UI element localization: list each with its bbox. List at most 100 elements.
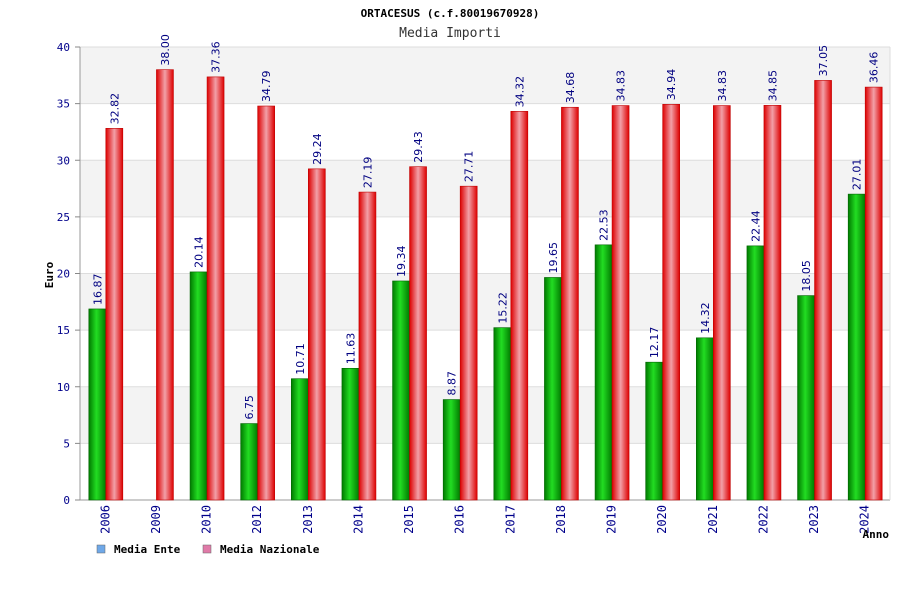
- data-label: 19.34: [395, 245, 408, 277]
- data-label: 36.46: [868, 52, 881, 84]
- data-label: 20.14: [193, 236, 206, 268]
- data-label: 37.05: [817, 45, 830, 77]
- data-label: 32.82: [108, 93, 121, 125]
- x-tick-label: 2010: [200, 505, 214, 534]
- y-tick-label: 10: [57, 381, 70, 394]
- bar-media-ente-2024: [847, 193, 866, 501]
- data-label: 22.53: [598, 209, 611, 241]
- x-tick-label: 2018: [554, 505, 568, 534]
- data-label: 11.63: [344, 333, 357, 365]
- data-label: 10.71: [294, 343, 307, 375]
- x-tick-label: 2015: [402, 505, 416, 534]
- bar-media-nazionale-2020: [662, 104, 680, 501]
- data-label: 19.65: [547, 242, 560, 274]
- chart-subtitle: Media Importi: [399, 26, 501, 41]
- bar-media-ente-2016: [442, 399, 461, 501]
- legend-swatch: [202, 544, 212, 554]
- bar-media-ente-2006: [88, 308, 107, 501]
- data-label: 34.68: [564, 72, 577, 104]
- bar-media-nazionale-2014: [358, 191, 377, 501]
- legend-label: Media Nazionale: [220, 543, 320, 556]
- data-label: 27.71: [463, 151, 476, 183]
- y-tick-label: 25: [57, 211, 70, 224]
- bar-media-nazionale-2010: [206, 76, 225, 501]
- bar-media-nazionale-2019: [611, 105, 630, 501]
- bar-media-ente-2022: [746, 245, 765, 501]
- y-axis-title: Euro: [43, 261, 56, 288]
- bar-media-ente-2015: [392, 280, 410, 501]
- data-label: 37.36: [210, 41, 223, 73]
- y-tick-label: 0: [63, 494, 70, 507]
- data-label: 29.24: [311, 133, 324, 165]
- data-label: 22.44: [749, 210, 762, 242]
- y-axis-ticks: 0 5 10 15 20 25 30 35 40: [57, 41, 80, 507]
- data-label: 27.19: [361, 157, 374, 189]
- x-tick-label: 2014: [351, 505, 365, 534]
- x-tick-label: 2023: [807, 505, 821, 534]
- x-tick-label: 2013: [301, 505, 315, 534]
- x-tick-label: 2009: [149, 505, 163, 534]
- y-tick-label: 35: [57, 98, 70, 111]
- x-tick-label: 2021: [706, 505, 720, 534]
- data-label: 34.32: [513, 76, 526, 108]
- y-tick-label: 5: [63, 437, 70, 450]
- x-tick-label: 2022: [756, 505, 770, 534]
- y-tick-label: 20: [57, 268, 70, 281]
- bars: [88, 69, 883, 501]
- data-label: 34.83: [615, 70, 628, 102]
- data-label: 34.85: [766, 70, 779, 102]
- x-axis-ticks: 2006 2009 2010 2012 2013 2014 2015 2016 2017 2018…: [98, 505, 871, 534]
- chart-title: ORTACESUS (c.f.80019670928): [361, 7, 540, 20]
- x-tick-label: 2020: [655, 505, 669, 534]
- data-label: 15.22: [496, 292, 509, 324]
- data-label: 34.94: [665, 69, 678, 101]
- legend-swatch: [96, 544, 106, 554]
- x-axis-title: Anno: [863, 528, 890, 541]
- value-labels: 16.87 32.82 38.00 20.14 37.36 6.75 34.79 10.71 2…: [91, 34, 880, 419]
- bar-media-ente-2017: [493, 327, 512, 501]
- bar-media-ente-2013: [291, 378, 309, 501]
- x-tick-label: 2016: [453, 505, 467, 534]
- bar-media-ente-2012: [240, 423, 258, 501]
- legend: Media Ente Media Nazionale: [96, 543, 320, 556]
- bar-media-ente-2018: [544, 277, 562, 501]
- y-tick-label: 15: [57, 324, 70, 337]
- bar-media-ente-2021: [696, 337, 714, 501]
- bar-media-nazionale-2006: [105, 128, 124, 501]
- bar-media-ente-2020: [645, 361, 663, 501]
- x-tick-label: 2006: [98, 505, 112, 534]
- data-label: 6.75: [243, 395, 256, 420]
- data-label: 27.01: [851, 159, 864, 191]
- bar-media-ente-2014: [341, 367, 360, 501]
- data-label: 34.83: [716, 70, 729, 102]
- x-tick-label: 2019: [605, 505, 619, 534]
- data-label: 38.00: [159, 34, 172, 66]
- data-label: 16.87: [91, 273, 104, 305]
- data-label: 8.87: [446, 371, 459, 396]
- bar-media-nazionale-2024: [864, 86, 883, 501]
- legend-label: Media Ente: [114, 543, 181, 556]
- bar-media-nazionale-2016: [459, 185, 478, 501]
- data-label: 34.79: [260, 71, 273, 103]
- bar-media-nazionale-2009: [156, 69, 174, 501]
- data-label: 14.32: [699, 302, 712, 334]
- data-label: 18.05: [800, 260, 813, 292]
- bar-media-nazionale-2022: [763, 105, 782, 501]
- bar-media-nazionale-2012: [257, 105, 275, 501]
- bar-media-ente-2023: [797, 295, 815, 501]
- x-tick-label: 2024: [858, 505, 872, 534]
- bar-media-nazionale-2017: [510, 111, 529, 501]
- x-tick-label: 2012: [250, 505, 264, 534]
- data-label: 12.17: [648, 327, 661, 359]
- data-label: 29.43: [412, 131, 425, 163]
- bar-media-nazionale-2013: [308, 168, 326, 501]
- bar-media-nazionale-2023: [814, 80, 832, 501]
- bar-media-nazionale-2015: [409, 166, 427, 501]
- bar-media-ente-2010: [189, 271, 208, 501]
- bar-media-ente-2019: [594, 244, 613, 501]
- bar-media-nazionale-2021: [713, 105, 731, 501]
- y-tick-label: 40: [57, 41, 70, 54]
- y-tick-label: 30: [57, 154, 70, 167]
